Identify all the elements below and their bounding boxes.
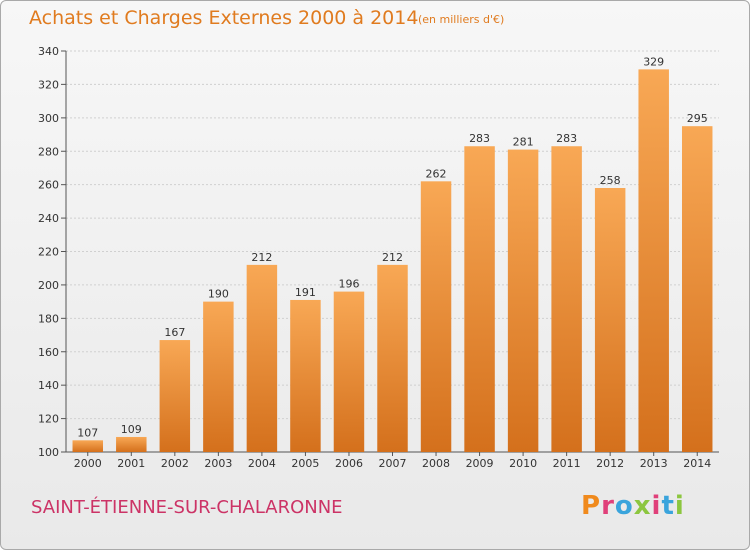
- y-tick-label: 260: [38, 179, 59, 192]
- x-tick-label: 2002: [161, 457, 189, 470]
- x-tick-label: 2008: [422, 457, 450, 470]
- data-label-2009: 283: [469, 132, 490, 145]
- y-tick-label: 220: [38, 246, 59, 259]
- bar-2010: [507, 149, 539, 452]
- data-label-2003: 190: [208, 288, 229, 301]
- x-tick-label: 2006: [335, 457, 363, 470]
- bar-2000: [72, 440, 104, 452]
- y-tick-label: 120: [38, 413, 59, 426]
- bar-2001: [116, 436, 147, 452]
- bars: [72, 69, 713, 453]
- x-tick-label: 2005: [291, 457, 319, 470]
- x-tick-label: 2010: [509, 457, 537, 470]
- bar-2007: [377, 264, 408, 452]
- data-label-2004: 212: [251, 251, 272, 264]
- x-tick-label: 2003: [204, 457, 232, 470]
- city-name: SAINT-ÉTIENNE-SUR-CHALARONNE: [31, 497, 343, 518]
- y-tick-label: 280: [38, 145, 59, 158]
- chart-unit-label: (en milliers d'€): [418, 13, 505, 26]
- x-tick-label: 2004: [248, 457, 276, 470]
- bar-2008: [420, 181, 452, 452]
- x-tick-label: 2007: [379, 457, 407, 470]
- bar-2013: [638, 69, 669, 453]
- data-label-2012: 258: [600, 174, 621, 187]
- bar-2014: [681, 126, 713, 452]
- y-tick-label: 300: [38, 112, 59, 125]
- data-label-2007: 212: [382, 251, 403, 264]
- y-tick-label: 340: [38, 45, 59, 58]
- y-tick-label: 200: [38, 279, 59, 292]
- data-label-2005: 191: [295, 286, 316, 299]
- y-tick-label: 180: [38, 312, 59, 325]
- data-label-2001: 109: [121, 423, 142, 436]
- bar-2003: [203, 301, 234, 452]
- bar-2002: [159, 340, 191, 452]
- bar-2006: [333, 291, 365, 452]
- bar-2009: [464, 146, 495, 453]
- x-tick-label: 2009: [466, 457, 494, 470]
- data-label-2000: 107: [77, 426, 98, 439]
- x-tick-label: 2012: [596, 457, 624, 470]
- y-tick-label: 320: [38, 78, 59, 91]
- y-tick-label: 100: [38, 446, 59, 459]
- bar-2004: [246, 264, 278, 452]
- data-labels: 107 109 167 190 212 191 196 212 262 283 281 283 258 3…: [77, 55, 707, 439]
- data-label-2002: 167: [164, 326, 185, 339]
- x-tick-label: 2011: [553, 457, 581, 470]
- x-tick-label: 2014: [683, 457, 711, 470]
- x-tick-label: 2001: [117, 457, 145, 470]
- x-tick-label: 2000: [74, 457, 102, 470]
- bar-2012: [594, 188, 626, 452]
- data-label-2011: 283: [556, 132, 577, 145]
- y-tick-label: 140: [38, 379, 59, 392]
- data-label-2010: 281: [513, 136, 534, 149]
- x-tick-label: 2013: [640, 457, 668, 470]
- data-label-2008: 262: [426, 167, 447, 180]
- chart-title: Achats et Charges Externes 2000 à 2014: [29, 7, 419, 29]
- bar-2005: [290, 299, 321, 452]
- data-label-2014: 295: [687, 112, 708, 125]
- proxiti-logo: Proxiti: [581, 491, 685, 521]
- y-tick-label: 240: [38, 212, 59, 225]
- data-label-2006: 196: [338, 278, 359, 291]
- data-label-2013: 329: [643, 55, 664, 68]
- x-axis: 2000 2001 2002 2003 2004 2005 2006 2007 2008 2009…: [74, 452, 711, 470]
- y-axis: 100 120 140 160 180 200 220 240 260 280 300 320 340: [38, 45, 719, 459]
- bar-2011: [551, 146, 582, 453]
- y-tick-label: 160: [38, 346, 59, 359]
